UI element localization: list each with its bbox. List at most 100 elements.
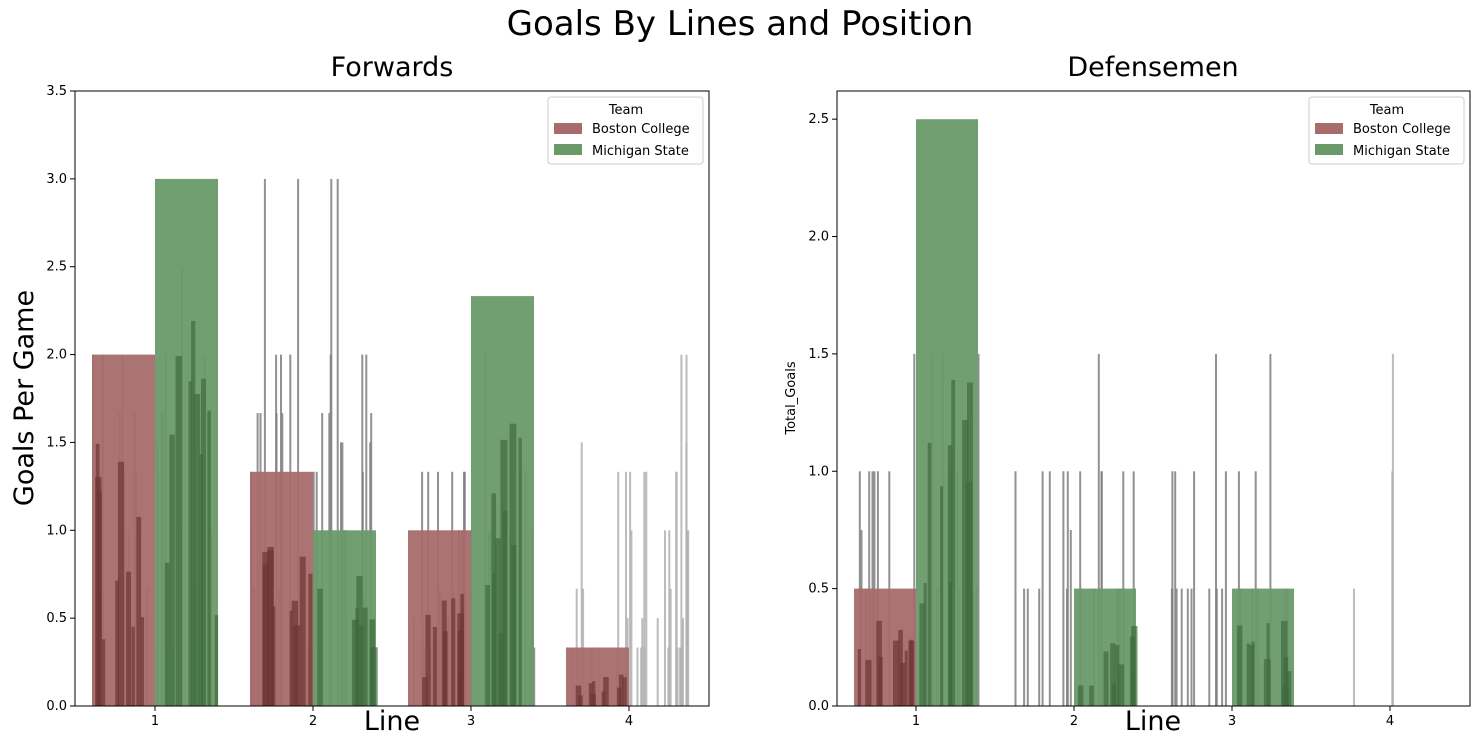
defensemen-bar-inner-strip: [1114, 645, 1120, 706]
defensemen-y-tick-label: 1.5: [808, 347, 829, 362]
forwards-bar-inner-strip: [441, 600, 447, 706]
forwards-game-strip: [641, 618, 644, 706]
defensemen-game-strip: [977, 353, 980, 706]
defensemen-x-tick-label: 3: [1228, 714, 1236, 729]
defensemen-game-strip: [1069, 530, 1072, 706]
defensemen-bar-inner-strip: [1236, 625, 1243, 706]
defensemen-bar-inner-strip: [909, 639, 914, 706]
forwards-bar-inner-strip: [622, 677, 627, 706]
defensemen-bar-inner-strip: [1103, 651, 1109, 706]
defensemen-x-tick-label: 2: [1070, 714, 1078, 729]
forwards-y-tick-label: 2.0: [46, 348, 67, 363]
forwards-game-strip: [687, 530, 690, 706]
forwards-y-tick-label: 0.5: [46, 611, 67, 626]
defensemen-game-strip: [1174, 471, 1177, 706]
defensemen-x-tick-label: 4: [1386, 714, 1394, 729]
forwards-game-strip: [669, 588, 672, 706]
forwards-bar-inner-strip: [199, 454, 204, 706]
defensemen-legend-label-michigan-state: Michigan State: [1353, 144, 1450, 159]
defensemen-legend: Team Boston College Michigan State: [1308, 96, 1465, 165]
defensemen-bar-inner-strip: [962, 420, 969, 706]
forwards-bar-inner-strip: [101, 639, 106, 706]
forwards-x-tick-label: 3: [467, 714, 475, 729]
defensemen-game-strip: [1269, 353, 1272, 706]
defensemen-bar-inner-strip: [919, 603, 926, 706]
forwards-bar-inner-strip: [451, 598, 456, 706]
forwards-game-strip: [668, 530, 671, 706]
defensemen-bar-inner-strip: [1285, 671, 1292, 706]
forwards-bar-inner-strip: [422, 677, 428, 706]
defensemen-bar-inner-strip: [893, 640, 900, 706]
defensemen-bar-inner-strip: [947, 445, 953, 706]
defensemen-game-strip: [1026, 588, 1029, 706]
forwards-game-strip: [336, 178, 339, 706]
defensemen-game-strip: [1221, 588, 1224, 706]
forwards-legend-title: Team: [608, 103, 643, 118]
forwards-bar-inner-strip: [485, 585, 491, 706]
forwards-bar-inner-strip: [495, 538, 501, 706]
forwards-bar-inner-strip: [193, 394, 201, 706]
defensemen-title: Defensemen: [1067, 52, 1238, 83]
defensemen-panel: 0.0 0.5 1.0 1.5 2.0 2.5 1 2 3 4 Defensemen Line T…: [784, 52, 1471, 737]
defensemen-game-strip: [1215, 588, 1218, 706]
forwards-bar-inner-strip: [140, 617, 145, 706]
forwards-bar-inner-strip: [207, 410, 211, 706]
forwards-bar-inner-strip: [115, 580, 120, 706]
defensemen-bar-inner-strip: [876, 620, 882, 706]
forwards-game-strip: [675, 471, 678, 706]
defensemen-bar-inner-strip: [1117, 664, 1125, 706]
forwards-legend-box: [547, 96, 704, 165]
defensemen-game-strip: [1048, 471, 1051, 706]
defensemen-game-strip: [1391, 353, 1394, 706]
defensemen-y-tick-label: 0.5: [808, 582, 829, 597]
defensemen-bar-inner-strip: [1249, 645, 1254, 706]
forwards-bar-inner-strip: [432, 627, 437, 706]
defensemen-legend-title: Team: [1369, 103, 1404, 118]
forwards-game-strip: [656, 618, 659, 706]
forwards-game-strip: [533, 647, 536, 706]
defensemen-bar-inner-strip: [965, 481, 973, 706]
forwards-bar-inner-strip: [97, 491, 102, 706]
forwards-bar-inner-strip: [95, 443, 100, 706]
forwards-bar-inner-strip: [188, 381, 193, 706]
forwards-bar-inner-strip: [317, 588, 323, 706]
forwards-bar-inner-strip: [500, 439, 508, 706]
defensemen-bar-inner-strip: [1281, 620, 1288, 706]
forwards-y-tick-label: 1.0: [46, 523, 67, 538]
defensemen-game-strip: [913, 353, 916, 706]
forwards-axes-frame: [74, 90, 710, 707]
defensemen-game-strip: [1170, 588, 1173, 706]
defensemen-bar-inner-strip: [904, 650, 908, 706]
figure-title: Goals By Lines and Position: [506, 4, 974, 44]
forwards-game-strip: [580, 442, 583, 706]
forwards-game-strip: [645, 471, 648, 706]
forwards-bar-inner-strip: [616, 687, 622, 706]
forwards-game-strip: [582, 588, 585, 706]
forwards-y-tick-label: 0.0: [46, 699, 67, 714]
forwards-bar-inner-strip: [289, 610, 293, 706]
defensemen-bar-inner-strip: [1263, 659, 1271, 706]
forwards-y-tick-label: 1.5: [46, 435, 67, 450]
forwards-legend-label-boston-college: Boston College: [592, 122, 690, 137]
defensemen-y-tick-label: 1.0: [808, 464, 829, 479]
forwards-y-tick-label: 3.0: [46, 172, 67, 187]
defensemen-x-axis-label: Line: [1125, 706, 1181, 737]
defensemen-y-tick-label: 2.0: [808, 230, 829, 245]
defensemen-bar-inner-strip: [1131, 674, 1135, 706]
forwards-game-strip: [625, 471, 627, 706]
defensemen-game-strip: [1097, 353, 1100, 706]
defensemen-game-strip: [1041, 471, 1044, 706]
forwards-bar-inner-strip: [601, 691, 606, 706]
forwards-game-strip: [664, 530, 666, 706]
forwards-bar-inner-strip: [191, 321, 196, 706]
forwards-bar-inner-strip: [518, 437, 522, 706]
defensemen-legend-swatch-michigan-state: [1315, 144, 1343, 155]
defensemen-game-strip: [1224, 471, 1227, 706]
defensemen-game-strip: [1066, 471, 1069, 706]
defensemen-y-axis-label: Total_Goals: [784, 361, 799, 435]
forwards-bar-inner-strip: [293, 625, 301, 706]
forwards-bar-inner-strip: [356, 576, 363, 706]
defensemen-bar-inner-strip: [857, 649, 861, 706]
defensemen-legend-label-boston-college: Boston College: [1353, 122, 1451, 137]
forwards-y-axis-label: Goals Per Game: [9, 290, 40, 506]
